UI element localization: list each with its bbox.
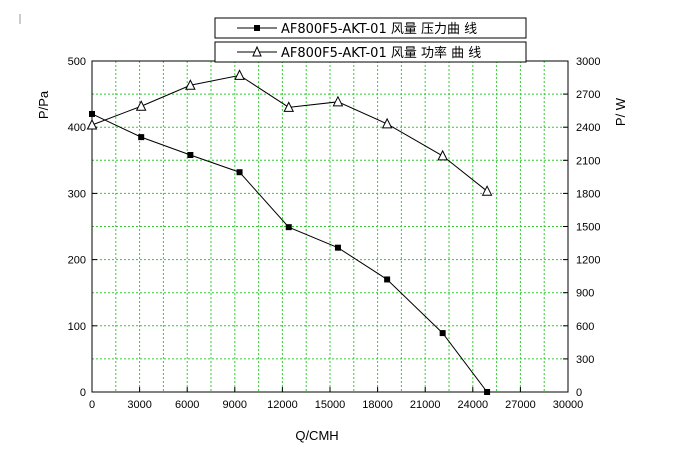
y-left-tick-label: 100 — [68, 321, 86, 333]
legend-box-pressure — [214, 17, 527, 39]
x-tick-label: 3000 — [127, 399, 151, 411]
series — [86, 69, 493, 395]
x-tick-label: 6000 — [175, 399, 199, 411]
ticks — [91, 60, 569, 393]
y-left-tick-label: 0 — [80, 387, 86, 399]
x-tick-label: 21000 — [410, 399, 441, 411]
y-right-tick-label: 300 — [576, 354, 594, 366]
x-tick-label: 24000 — [458, 399, 489, 411]
data-point-pressure — [285, 224, 292, 231]
y-right-tick-label: 1800 — [576, 188, 600, 200]
y-axis-right-title: P/ W — [613, 97, 628, 126]
data-point-pressure — [89, 110, 95, 117]
series-line-2 — [91, 74, 488, 192]
x-tick-label: 30000 — [553, 399, 584, 411]
y-axis-left-title: P/Pa — [36, 90, 51, 119]
y-left-tick-label: 200 — [68, 255, 86, 267]
data-point-power — [332, 95, 344, 107]
x-tick-label: 27000 — [505, 399, 536, 411]
y-right-tick-label: 600 — [576, 321, 594, 333]
data-point-pressure — [138, 134, 145, 141]
data-point-power — [437, 149, 448, 161]
data-point-power — [381, 117, 393, 129]
x-axis-title: Q/CMH — [295, 428, 338, 443]
y-right-tick-label: 2400 — [576, 122, 600, 134]
y-left-tick-label: 400 — [68, 122, 86, 134]
data-point-power — [481, 185, 493, 196]
y-right-tick-label: 2100 — [576, 155, 600, 167]
grid — [92, 61, 568, 392]
data-point-power — [283, 101, 295, 112]
x-tick-label: 0 — [89, 399, 95, 411]
data-point-pressure — [439, 330, 446, 337]
x-tick-label: 18000 — [362, 399, 393, 411]
data-point-pressure — [187, 152, 194, 159]
y-left-tick-label: 300 — [68, 188, 86, 200]
data-point-power — [86, 118, 98, 130]
legend-label-pressure: AF800F5-AKT-01 风量 压力曲 线 — [281, 22, 477, 37]
y-right-tick-label: 3000 — [576, 56, 600, 68]
legend-marker-power — [252, 45, 262, 57]
data-point-pressure — [384, 276, 391, 283]
series-line-1 — [91, 113, 488, 393]
y-right-tick-label: 900 — [576, 288, 594, 300]
tick-labels: 0 3000 6000 9000 12000 15000 18000 21000 24000 27… — [68, 56, 601, 411]
legend-marker-pressure — [254, 25, 260, 31]
data-point-pressure — [334, 244, 341, 251]
y-right-tick-label: 1500 — [576, 222, 600, 234]
legend-label-power: AF800F5-AKT-01 风量 功率 曲 线 — [281, 45, 481, 61]
data-point-power — [185, 79, 196, 90]
data-point-power — [234, 69, 245, 80]
data-point-power — [135, 100, 147, 111]
y-right-tick-label: 0 — [576, 387, 582, 399]
legend-box-power — [214, 41, 527, 63]
y-left-tick-label: 500 — [68, 56, 86, 68]
y-right-tick-label: 2700 — [576, 89, 600, 101]
x-tick-label: 12000 — [267, 399, 298, 411]
x-tick-label: 15000 — [315, 399, 346, 411]
data-point-pressure — [236, 169, 243, 176]
y-right-tick-label: 1200 — [576, 255, 600, 267]
x-tick-label: 9000 — [223, 399, 247, 411]
legend: AF800F5-AKT-01 风量 压力曲 线 AF800F5-AKT-01 风… — [214, 17, 527, 63]
data-point-pressure — [484, 389, 491, 395]
